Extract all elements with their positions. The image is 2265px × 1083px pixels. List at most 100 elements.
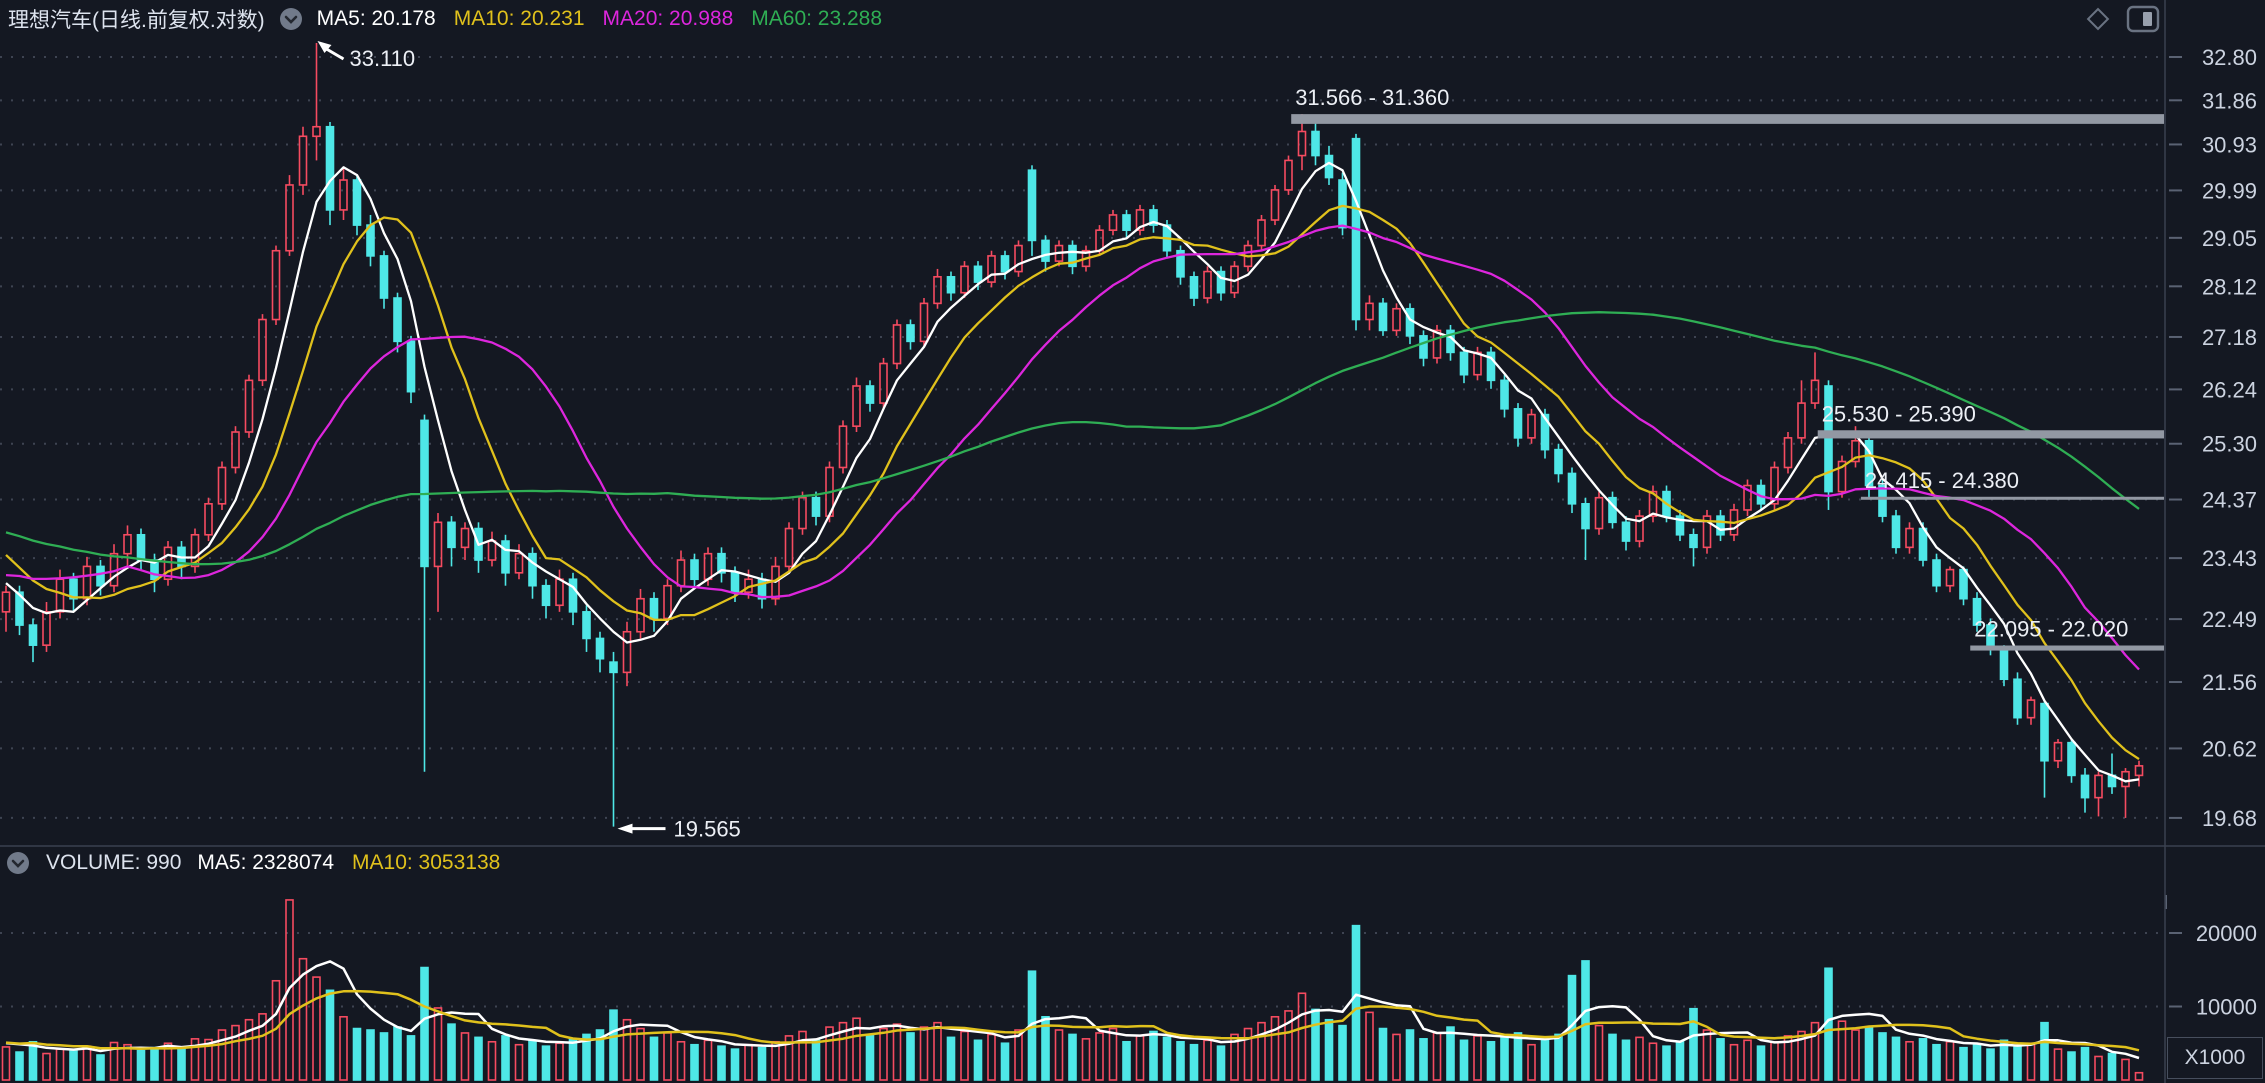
candle-body[interactable] xyxy=(663,584,672,620)
candle-body[interactable] xyxy=(136,533,146,561)
candle-body[interactable] xyxy=(2067,741,2076,777)
volume-bar[interactable] xyxy=(730,1048,740,1081)
volume-bar[interactable] xyxy=(987,1033,996,1081)
volume-bar[interactable] xyxy=(1905,1040,1914,1081)
candle-body[interactable] xyxy=(1419,335,1428,359)
volume-bar[interactable] xyxy=(1972,1043,1982,1081)
candle-body[interactable] xyxy=(271,249,281,321)
volume-bar[interactable] xyxy=(1743,1039,1752,1081)
volume-bar[interactable] xyxy=(1,1046,11,1081)
candle-body[interactable] xyxy=(946,276,956,294)
volume-bar[interactable] xyxy=(798,1030,807,1081)
volume-bar[interactable] xyxy=(123,1043,132,1081)
candle-body[interactable] xyxy=(1432,329,1442,359)
candle-body[interactable] xyxy=(1149,209,1158,226)
volume-bar[interactable] xyxy=(2134,1071,2144,1081)
volume-bar[interactable] xyxy=(1446,1026,1455,1081)
volume-bar[interactable] xyxy=(2107,1052,2117,1081)
volume-bar[interactable] xyxy=(1918,1038,1928,1081)
volume-bar[interactable] xyxy=(1716,1038,1725,1081)
volume-bar[interactable] xyxy=(1554,1033,1563,1081)
candle-body[interactable] xyxy=(1878,484,1887,517)
volume-bar[interactable] xyxy=(217,1029,227,1081)
candle-body[interactable] xyxy=(312,125,321,138)
volume-bar[interactable] xyxy=(528,1039,537,1081)
candle-body[interactable] xyxy=(204,503,213,536)
candle-body[interactable] xyxy=(1689,533,1698,549)
candle-body[interactable] xyxy=(1567,472,1577,505)
candle-body[interactable] xyxy=(1392,307,1401,332)
candle-body[interactable] xyxy=(1810,379,1820,404)
candle-body[interactable] xyxy=(2026,699,2036,719)
volume-bar[interactable] xyxy=(2067,1051,2076,1081)
volume-bar[interactable] xyxy=(366,1029,375,1081)
volume-bar[interactable] xyxy=(1986,1048,1995,1081)
candle-body[interactable] xyxy=(730,572,740,594)
volume-bar[interactable] xyxy=(1513,1032,1523,1081)
candle-body[interactable] xyxy=(1851,439,1860,463)
volume-bar[interactable] xyxy=(973,1039,983,1081)
candle-body[interactable] xyxy=(1797,402,1806,439)
candle-body[interactable] xyxy=(1500,379,1509,410)
volume-bar[interactable] xyxy=(1122,1040,1131,1081)
volume-bar[interactable] xyxy=(1068,1033,1077,1081)
volume-bar[interactable] xyxy=(312,976,321,1081)
volume-bar[interactable] xyxy=(649,1036,659,1081)
candle-body[interactable] xyxy=(1297,130,1307,157)
candle-body[interactable] xyxy=(1972,597,1982,626)
candle-body[interactable] xyxy=(1783,437,1793,469)
volume-bar[interactable] xyxy=(1189,1043,1199,1081)
volume-bar[interactable] xyxy=(852,1017,861,1081)
candle-body[interactable] xyxy=(1837,460,1847,493)
volume-bar[interactable] xyxy=(1392,1033,1401,1081)
volume-bar[interactable] xyxy=(1959,1046,1968,1081)
volume-bar[interactable] xyxy=(150,1046,159,1081)
volume-bar[interactable] xyxy=(474,1036,483,1081)
candle-body[interactable] xyxy=(501,540,510,574)
candle-body[interactable] xyxy=(960,265,969,294)
volume-bar[interactable] xyxy=(811,1039,821,1081)
candle-body[interactable] xyxy=(1284,159,1293,191)
volume-bar[interactable] xyxy=(690,1043,699,1081)
volume-bar[interactable] xyxy=(541,1045,551,1081)
candle-body[interactable] xyxy=(298,135,308,186)
price-zone-bar[interactable] xyxy=(1817,430,2164,439)
candle-body[interactable] xyxy=(96,565,105,587)
volume-bar[interactable] xyxy=(190,1038,200,1081)
volume-bar[interactable] xyxy=(2053,1048,2063,1081)
candle-body[interactable] xyxy=(690,559,699,581)
candle-body[interactable] xyxy=(717,552,726,574)
candle-body[interactable] xyxy=(1459,351,1469,376)
volume-bar[interactable] xyxy=(1000,1042,1010,1081)
volume-bar[interactable] xyxy=(1135,1035,1145,1081)
volume-bar[interactable] xyxy=(582,1033,591,1081)
candle-body[interactable] xyxy=(1324,154,1334,179)
volume-bar[interactable] xyxy=(1149,1030,1158,1081)
volume-bar[interactable] xyxy=(1459,1039,1469,1081)
candle-body[interactable] xyxy=(1621,521,1631,542)
candle-body[interactable] xyxy=(1405,307,1415,337)
volume-bar[interactable] xyxy=(96,1054,105,1081)
volume-bar[interactable] xyxy=(1648,1042,1658,1081)
volume-bar[interactable] xyxy=(204,1038,213,1081)
volume-bar[interactable] xyxy=(487,1040,497,1081)
volume-bar[interactable] xyxy=(1419,1038,1428,1081)
volume-bar[interactable] xyxy=(1527,1043,1536,1081)
candle-body[interactable] xyxy=(1203,270,1212,299)
candle-body[interactable] xyxy=(1486,351,1496,382)
candle-body[interactable] xyxy=(28,624,38,646)
candle-body[interactable] xyxy=(595,637,605,660)
volume-bar[interactable] xyxy=(1243,1027,1253,1081)
volume-bar[interactable] xyxy=(28,1040,38,1081)
candle-body[interactable] xyxy=(1743,484,1752,511)
volume-bar[interactable] xyxy=(298,957,308,1081)
candle-body[interactable] xyxy=(1918,527,1928,561)
candle-body[interactable] xyxy=(622,630,632,674)
volume-bar[interactable] xyxy=(1999,1039,2009,1081)
volume-bar[interactable] xyxy=(1081,1038,1091,1081)
candle-body[interactable] xyxy=(433,521,443,568)
volume-bar[interactable] xyxy=(595,1029,605,1081)
candle-body[interactable] xyxy=(1594,496,1604,530)
candle-body[interactable] xyxy=(2094,774,2103,799)
volume-bar[interactable] xyxy=(2080,1046,2090,1081)
